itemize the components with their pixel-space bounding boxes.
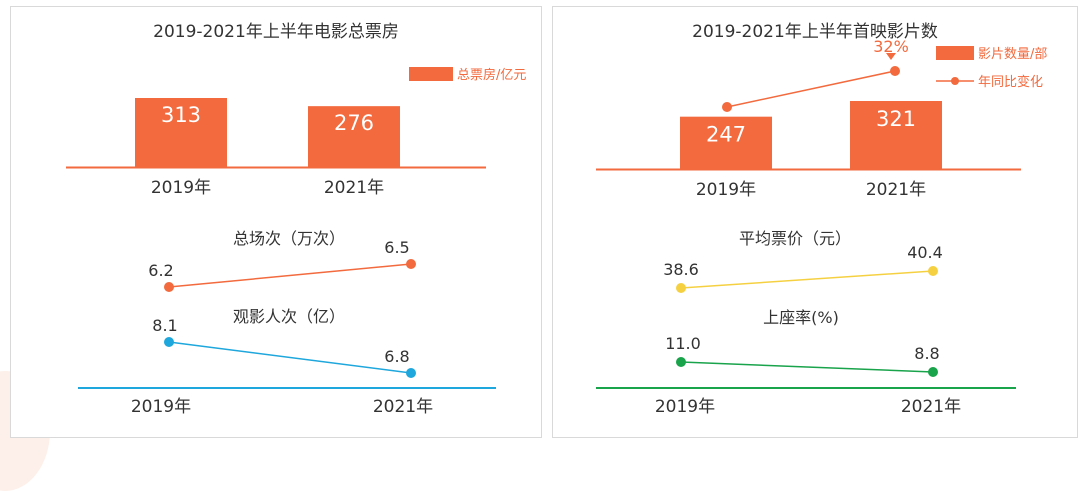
yoy-annotation: 32% — [873, 37, 909, 56]
series-title-price: 平均票价（元） — [739, 229, 851, 248]
data-point-screenings — [164, 282, 174, 292]
legend-marker-yoy — [951, 77, 959, 85]
data-point-viewers — [164, 337, 174, 347]
line-x-tick-label: 2019年 — [655, 397, 715, 417]
series-title-viewers: 观影人次（亿） — [233, 307, 345, 326]
yoy-annotation-arrow — [886, 53, 896, 60]
data-label-screenings: 6.2 — [148, 261, 173, 280]
series-title-occupancy: 上座率(%) — [763, 308, 839, 327]
series-line-price — [680, 270, 934, 289]
bar-x-tick-label: 2021年 — [866, 180, 926, 200]
right-panel: 2019-2021年上半年首映影片数影片数量/部 年同比变化 247 321 2019年… — [552, 6, 1078, 438]
bar-1 — [308, 106, 400, 167]
bar-1 — [850, 101, 942, 169]
line-x-tick-label: 2019年 — [131, 397, 191, 417]
legend-label: 总票房/亿元 — [457, 67, 526, 83]
bar-0 — [680, 116, 772, 169]
series-line-screenings — [168, 263, 412, 288]
bar-value-label: 313 — [161, 103, 201, 127]
data-label-screenings: 6.5 — [384, 238, 409, 257]
series-line-viewers — [168, 341, 412, 374]
series-line-occupancy — [680, 361, 934, 373]
bar-x-tick-label: 2019年 — [151, 178, 211, 198]
line-x-tick-label: 2021年 — [373, 397, 433, 417]
bar-value-label: 247 — [706, 123, 746, 147]
legend-swatch — [409, 67, 453, 81]
data-point-screenings — [406, 259, 416, 269]
data-label-viewers: 8.1 — [152, 316, 177, 335]
data-label-viewers: 6.8 — [384, 347, 409, 366]
data-point-price — [676, 283, 686, 293]
bar-0 — [135, 98, 227, 167]
left-panel: 2019-2021年上半年电影总票房总票房/亿元 313 276 2019年 2021年… — [10, 6, 542, 438]
bar-x-tick-label: 2021年 — [324, 178, 384, 198]
line-x-tick-label: 2021年 — [901, 397, 961, 417]
data-label-occupancy: 8.8 — [914, 344, 939, 363]
chart-title: 2019-2021年上半年电影总票房 — [153, 22, 399, 42]
data-label-occupancy: 11.0 — [665, 334, 701, 353]
bar-x-tick-label: 2019年 — [696, 180, 756, 200]
chart-title: 2019-2021年上半年首映影片数 — [692, 22, 938, 42]
series-title-screenings: 总场次（万次） — [233, 229, 345, 248]
bar-value-label: 276 — [334, 111, 374, 135]
bar-value-label: 321 — [876, 107, 916, 131]
data-point-occupancy — [676, 357, 686, 367]
yoy-point — [890, 66, 900, 76]
legend-label-yoy: 年同比变化 — [978, 74, 1043, 90]
legend-swatch-bars — [936, 46, 974, 60]
data-point-occupancy — [928, 367, 938, 377]
data-label-price: 40.4 — [907, 243, 943, 262]
data-point-price — [928, 266, 938, 276]
yoy-line — [726, 70, 896, 108]
data-point-viewers — [406, 368, 416, 378]
legend-label-bars: 影片数量/部 — [978, 47, 1047, 62]
data-label-price: 38.6 — [663, 260, 699, 279]
yoy-point — [722, 102, 732, 112]
